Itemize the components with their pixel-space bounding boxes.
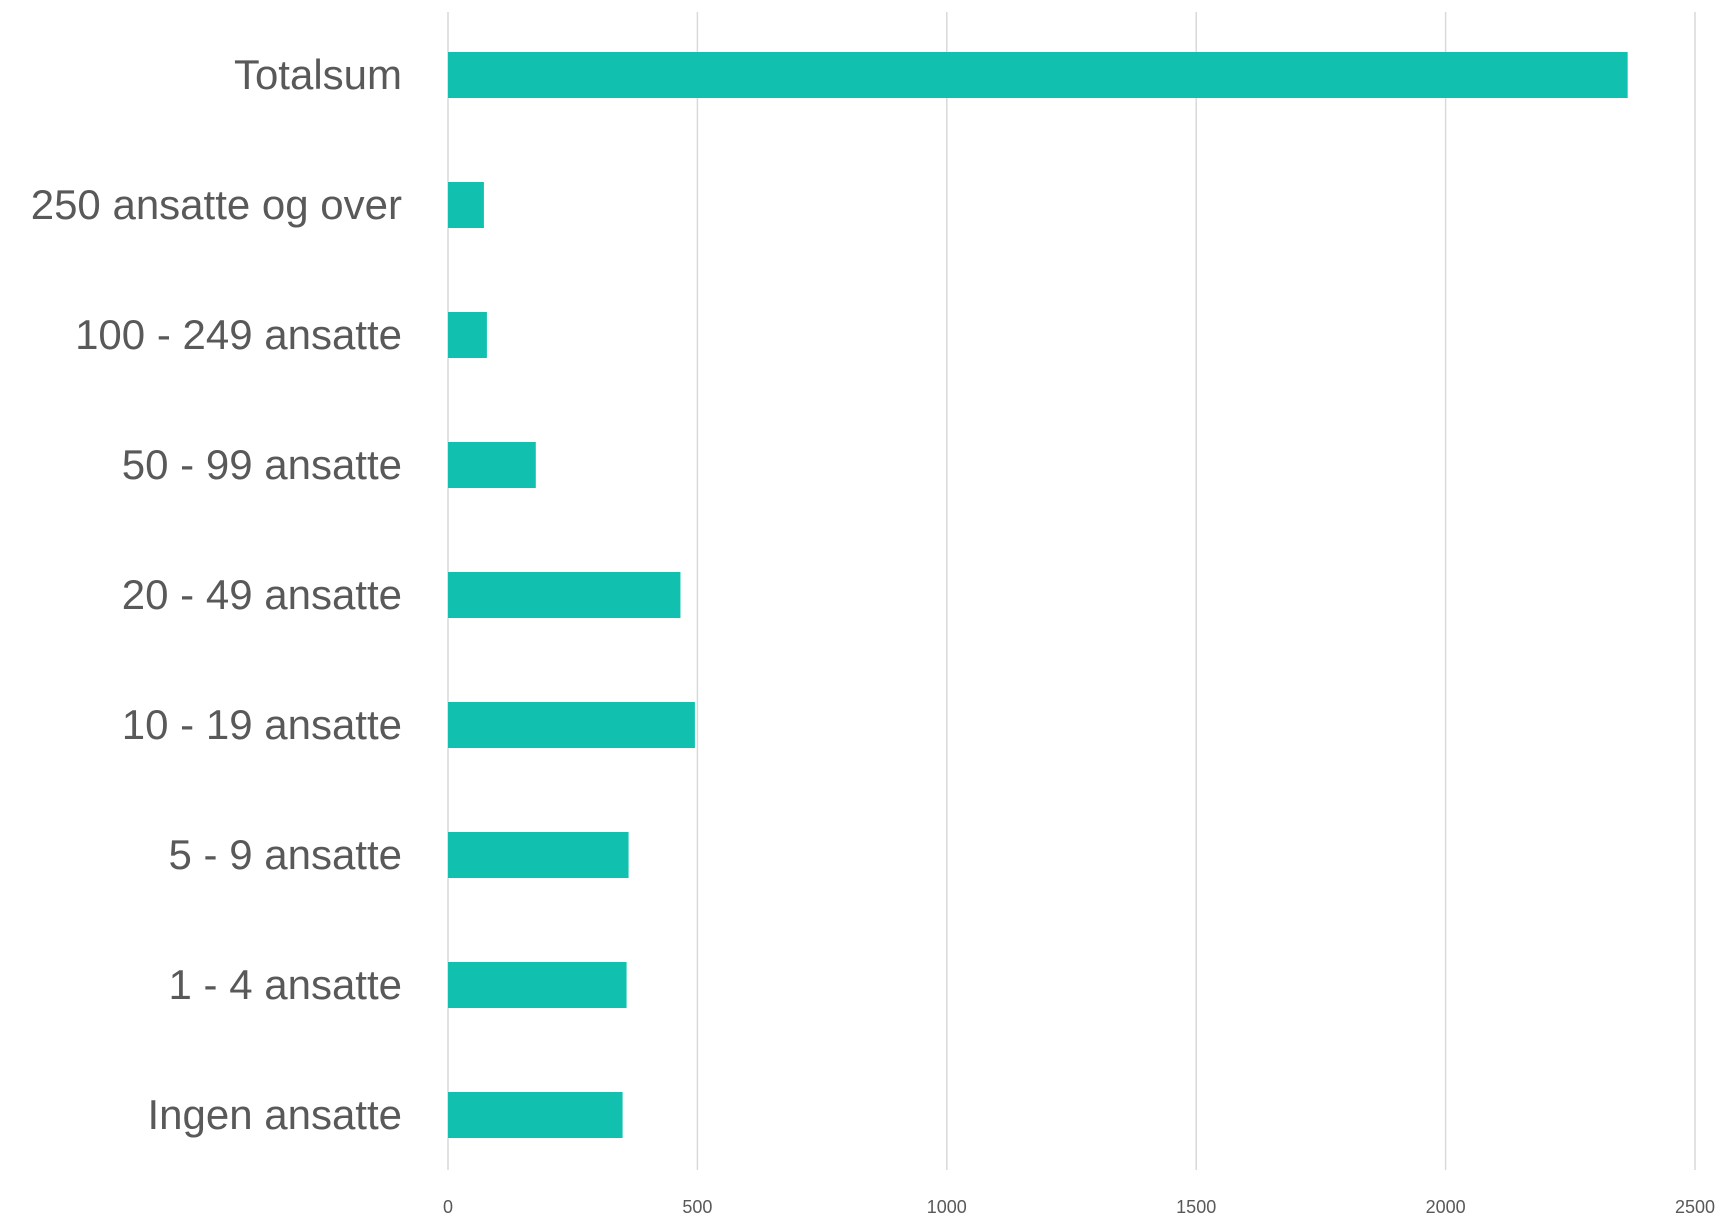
bar [448,312,487,358]
bar [448,442,536,488]
x-tick-label: 500 [682,1197,712,1217]
bar [448,182,484,228]
bar [448,962,627,1008]
x-tick-label: 2000 [1426,1197,1466,1217]
bar [448,52,1628,98]
category-label: 50 - 99 ansatte [122,441,402,488]
category-label: 20 - 49 ansatte [122,571,402,618]
x-tick-label: 2500 [1675,1197,1715,1217]
bar [448,832,629,878]
category-label: 250 ansatte og over [31,181,402,228]
category-labels: Totalsum 250 ansatte og over 100 - 249 ans… [31,51,402,1138]
x-tick-label: 1500 [1176,1197,1216,1217]
category-label: Totalsum [234,51,402,98]
x-tick-label: 0 [443,1197,453,1217]
bar [448,702,695,748]
x-tick-label: 1000 [927,1197,967,1217]
category-label: 10 - 19 ansatte [122,701,402,748]
category-label: 100 - 249 ansatte [75,311,402,358]
bar [448,572,681,618]
x-axis-tick-labels: 0 500 1000 1500 2000 2500 [443,1197,1715,1217]
category-label: 5 - 9 ansatte [169,831,402,878]
bars [448,52,1628,1138]
bar [448,1092,623,1138]
category-label: 1 - 4 ansatte [169,961,402,1008]
category-label: Ingen ansatte [147,1091,402,1138]
